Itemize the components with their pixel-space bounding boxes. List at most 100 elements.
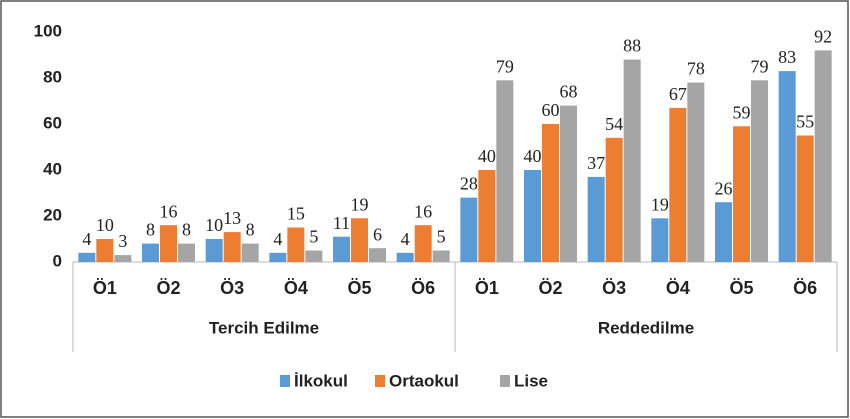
bar bbox=[114, 255, 132, 262]
value-label: 79 bbox=[751, 56, 769, 76]
value-label: 19 bbox=[351, 194, 369, 214]
bar bbox=[687, 82, 705, 262]
bar bbox=[478, 170, 496, 262]
x-tick-label: Ö4 bbox=[284, 278, 308, 298]
bar bbox=[305, 250, 323, 262]
y-tick-label: 80 bbox=[43, 67, 62, 86]
bar bbox=[715, 202, 732, 262]
bar bbox=[269, 252, 287, 262]
bar bbox=[587, 176, 605, 262]
y-tick-label: 0 bbox=[53, 251, 62, 270]
bar bbox=[623, 59, 641, 262]
value-label: 10 bbox=[205, 215, 223, 235]
bar bbox=[605, 137, 623, 262]
bar bbox=[205, 239, 223, 262]
x-tick-label: Ö4 bbox=[666, 278, 690, 298]
bar bbox=[96, 239, 114, 262]
value-label: 15 bbox=[287, 204, 305, 224]
bar bbox=[432, 250, 450, 262]
x-tick-label: Ö2 bbox=[156, 278, 180, 298]
value-label: 10 bbox=[96, 215, 114, 235]
bar bbox=[142, 243, 159, 262]
x-tick-label: Ö5 bbox=[729, 278, 753, 298]
bar bbox=[496, 80, 514, 262]
legend-label: İlkokul bbox=[294, 371, 348, 390]
value-label: 5 bbox=[309, 227, 318, 247]
value-label: 40 bbox=[524, 146, 542, 166]
bar bbox=[669, 107, 687, 263]
value-label: 13 bbox=[223, 208, 241, 228]
value-label: 16 bbox=[160, 201, 178, 221]
bar bbox=[460, 197, 478, 262]
value-label: 3 bbox=[118, 231, 127, 251]
legend-label: Lise bbox=[514, 371, 548, 390]
bar bbox=[542, 124, 559, 262]
y-tick-label: 100 bbox=[34, 21, 62, 40]
x-tick-label: Ö2 bbox=[538, 278, 562, 298]
x-tick-label: Ö6 bbox=[411, 278, 435, 298]
bar bbox=[369, 248, 386, 262]
value-label: 8 bbox=[182, 220, 191, 240]
bar bbox=[414, 225, 432, 262]
value-label: 67 bbox=[669, 84, 687, 104]
y-tick-label: 60 bbox=[43, 113, 62, 132]
bar bbox=[814, 50, 832, 263]
legend-swatch bbox=[375, 375, 385, 387]
bar bbox=[223, 232, 241, 262]
value-label: 88 bbox=[623, 36, 641, 56]
value-label: 28 bbox=[460, 174, 478, 194]
value-label: 68 bbox=[560, 82, 578, 102]
value-label: 92 bbox=[814, 27, 832, 47]
value-label: 8 bbox=[246, 220, 255, 240]
x-tick-label: Ö6 bbox=[793, 278, 817, 298]
group-label: Reddedilme bbox=[598, 318, 694, 337]
value-label: 54 bbox=[605, 114, 623, 134]
bar bbox=[651, 218, 669, 262]
bar bbox=[396, 252, 414, 262]
value-label: 59 bbox=[733, 102, 751, 122]
value-label: 79 bbox=[496, 56, 514, 76]
y-tick-label: 40 bbox=[43, 159, 62, 178]
bar bbox=[560, 105, 577, 262]
value-label: 78 bbox=[687, 59, 705, 79]
x-tick-label: Ö1 bbox=[475, 278, 499, 298]
value-label: 4 bbox=[273, 229, 282, 249]
bar bbox=[178, 243, 195, 262]
value-label: 37 bbox=[587, 153, 605, 173]
value-label: 4 bbox=[82, 229, 91, 249]
value-label: 8 bbox=[146, 220, 155, 240]
value-label: 26 bbox=[715, 178, 733, 198]
bar bbox=[796, 135, 814, 262]
bar bbox=[78, 252, 96, 262]
bar bbox=[751, 80, 768, 262]
legend-swatch bbox=[500, 375, 510, 387]
value-label: 40 bbox=[478, 146, 496, 166]
x-tick-label: Ö3 bbox=[220, 278, 244, 298]
bar bbox=[160, 225, 177, 262]
x-tick-label: Ö3 bbox=[602, 278, 626, 298]
value-label: 11 bbox=[333, 213, 350, 233]
value-label: 5 bbox=[437, 227, 446, 247]
value-label: 4 bbox=[401, 229, 410, 249]
bar bbox=[333, 236, 350, 262]
value-label: 16 bbox=[414, 201, 432, 221]
bar bbox=[524, 170, 541, 262]
legend-swatch bbox=[280, 375, 290, 387]
bar bbox=[287, 227, 305, 262]
x-tick-label: Ö5 bbox=[347, 278, 371, 298]
x-tick-label: Ö1 bbox=[93, 278, 117, 298]
legend-label: Ortaokul bbox=[389, 371, 459, 390]
value-label: 19 bbox=[651, 194, 669, 214]
value-label: 83 bbox=[778, 47, 796, 67]
value-label: 55 bbox=[796, 112, 814, 132]
value-label: 6 bbox=[373, 224, 382, 244]
group-label: Tercih Edilme bbox=[209, 318, 319, 337]
bar bbox=[733, 126, 750, 262]
bar bbox=[241, 243, 259, 262]
y-tick-label: 20 bbox=[43, 205, 62, 224]
value-label: 60 bbox=[542, 100, 560, 120]
bar bbox=[351, 218, 368, 262]
bar bbox=[778, 71, 796, 262]
